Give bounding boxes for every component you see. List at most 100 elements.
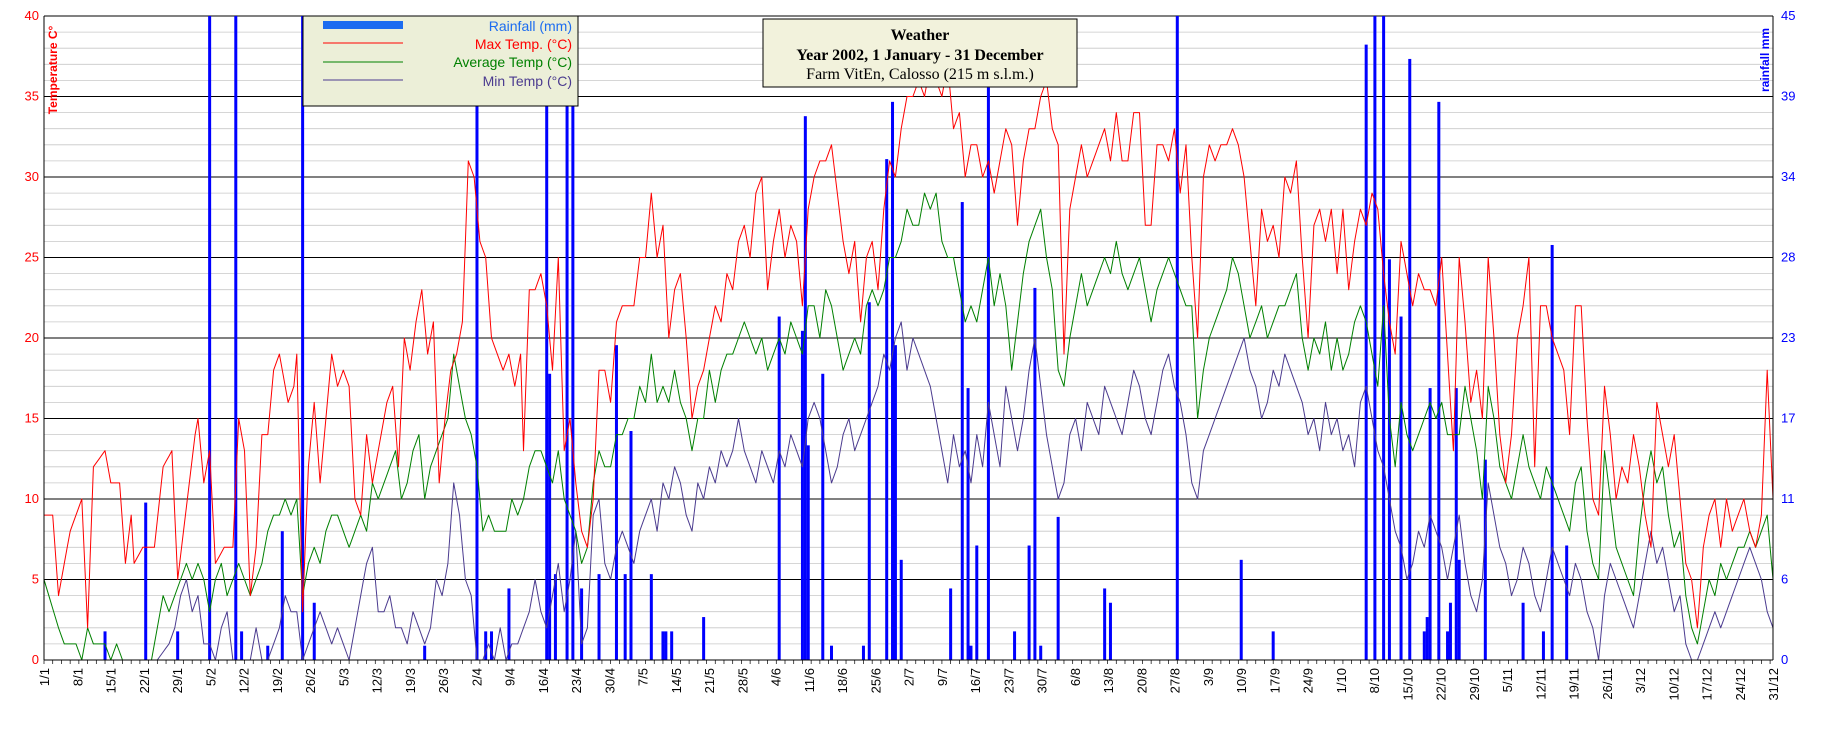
- series-line-max: [44, 63, 1774, 629]
- x-tick-label: 11/6: [802, 668, 817, 692]
- x-tick-label: 29/10: [1467, 668, 1482, 701]
- x-tick-label: 7/5: [636, 668, 651, 686]
- rainfall-bar: [623, 574, 627, 660]
- rainfall-bar: [1382, 16, 1386, 660]
- x-tick-label: 25/6: [868, 668, 883, 693]
- rainfall-bar: [571, 58, 575, 660]
- rainfall-bar: [597, 574, 601, 660]
- axes: 0 5 10 15 20 25 30 35 40 0 6 11 17 23 28 34 39 45 1/1 8/1 15…: [25, 8, 1796, 701]
- rainfall-bar: [1428, 388, 1432, 660]
- x-tick-label: 15/1: [104, 668, 119, 693]
- rainfall-bar: [103, 631, 107, 660]
- y-right-tick-label: 45: [1781, 8, 1795, 23]
- x-tick-label: 21/5: [702, 668, 717, 693]
- x-tick-label: 30/4: [602, 668, 617, 693]
- x-tick-label: 26/3: [436, 668, 451, 693]
- x-tick-label: 16/7: [968, 668, 983, 693]
- y-right-tick-label: 11: [1781, 491, 1795, 506]
- y-right-tick-label: 28: [1781, 250, 1795, 265]
- rainfall-bar: [1483, 459, 1487, 660]
- x-tick-label: 10/9: [1234, 668, 1249, 693]
- rainfall-bar: [301, 16, 305, 660]
- y-right-tick-label: 17: [1781, 411, 1795, 426]
- x-tick-label: 15/10: [1400, 668, 1415, 701]
- legend: Rainfall (mm) Max Temp. (°C) Average Tem…: [302, 15, 579, 107]
- rainfall-bar: [777, 316, 781, 660]
- rainfall-bar: [1565, 545, 1569, 660]
- rainfall-bar: [475, 16, 479, 660]
- x-tick-label: 2/7: [902, 668, 917, 686]
- rainfall-bar: [1056, 516, 1060, 660]
- rainfall-bar: [1013, 631, 1017, 660]
- rainfall-bar: [1425, 617, 1429, 660]
- x-tick-label: 5/2: [203, 668, 218, 686]
- y-right-axis-label: rainfall mm: [1758, 28, 1772, 92]
- x-tick-label: 27/8: [1168, 668, 1183, 693]
- rainfall-bar: [986, 87, 990, 661]
- rainfall-bar: [975, 545, 979, 660]
- rainfall-bar: [1108, 602, 1112, 660]
- x-tick-label: 12/3: [370, 668, 385, 693]
- rainfall-bar: [1039, 645, 1043, 660]
- y-left-tick-label: 20: [25, 330, 39, 345]
- x-tick-label: 20/8: [1134, 668, 1149, 693]
- rainfall-bar: [664, 631, 668, 660]
- x-tick-label: 4/6: [769, 668, 784, 686]
- legend-label-min: Min Temp (°C): [483, 73, 572, 89]
- rainfall-bar: [1103, 588, 1107, 660]
- rainfall-bar: [176, 631, 180, 660]
- x-tick-label: 8/1: [70, 668, 85, 686]
- x-tick-label: 6/8: [1068, 668, 1083, 686]
- rainfall-bar: [960, 202, 964, 661]
- rainfall-bar: [484, 631, 488, 660]
- y-right-tick-label: 34: [1781, 169, 1795, 184]
- rainfall-bar: [969, 645, 973, 660]
- rainfall-bar: [1399, 316, 1403, 660]
- x-tick-label: 17/12: [1700, 668, 1715, 701]
- x-tick-label: 23/7: [1001, 668, 1016, 693]
- rainfall-bar: [1027, 545, 1031, 660]
- rainfall-bar: [1437, 101, 1441, 660]
- x-tick-label: 29/1: [170, 668, 185, 693]
- x-tick-label: 8/10: [1367, 668, 1382, 693]
- legend-label-avg: Average Temp (°C): [453, 54, 572, 70]
- rainfall-bar: [629, 431, 633, 660]
- rainfall-bar: [949, 588, 953, 660]
- rainfall-bar: [867, 302, 871, 660]
- rainfall-bar: [490, 631, 494, 660]
- x-tick-label: 19/11: [1567, 668, 1582, 700]
- series-line-avg: [43, 192, 1774, 661]
- rainfall-bar: [1446, 631, 1450, 660]
- rainfall-bar: [1175, 16, 1179, 660]
- x-tick-label: 10/12: [1666, 668, 1681, 701]
- rainfall-bar: [312, 602, 316, 660]
- x-tick-label: 3/9: [1201, 668, 1216, 686]
- rainfall-bar: [1521, 602, 1525, 660]
- x-tick-label: 22/10: [1434, 668, 1449, 701]
- y-left-tick-label: 10: [25, 491, 39, 506]
- legend-label-rainfall: Rainfall (mm): [489, 18, 572, 34]
- rainfall-bar: [1387, 259, 1391, 660]
- rainfall-bar: [649, 574, 653, 660]
- rainfall-bar: [806, 445, 810, 660]
- x-tick-label: 12/11: [1533, 668, 1548, 700]
- rainfall-bar: [885, 159, 889, 660]
- temperature-lines: [43, 63, 1774, 661]
- rainfall-bar: [580, 588, 584, 660]
- x-tick-label: 9/4: [503, 668, 518, 686]
- rainfall-bar: [208, 16, 212, 660]
- rainfall-bar: [1033, 287, 1037, 660]
- title-box: Weather Year 2002, 1 January - 31 Decemb…: [762, 18, 1078, 88]
- rainfall-bar: [1422, 631, 1426, 660]
- x-tick-label: 2/4: [469, 668, 484, 686]
- rainfall-bar: [661, 631, 665, 660]
- rainfall-bar: [266, 645, 270, 660]
- rainfall-bar: [234, 16, 238, 660]
- rainfall-bar: [803, 116, 807, 660]
- rainfall-bar: [1364, 44, 1368, 661]
- x-tick-label: 14/5: [669, 668, 684, 693]
- x-tick-label: 30/7: [1035, 668, 1050, 693]
- x-tick-label: 17/9: [1267, 668, 1282, 693]
- rainfall-bar: [548, 373, 552, 660]
